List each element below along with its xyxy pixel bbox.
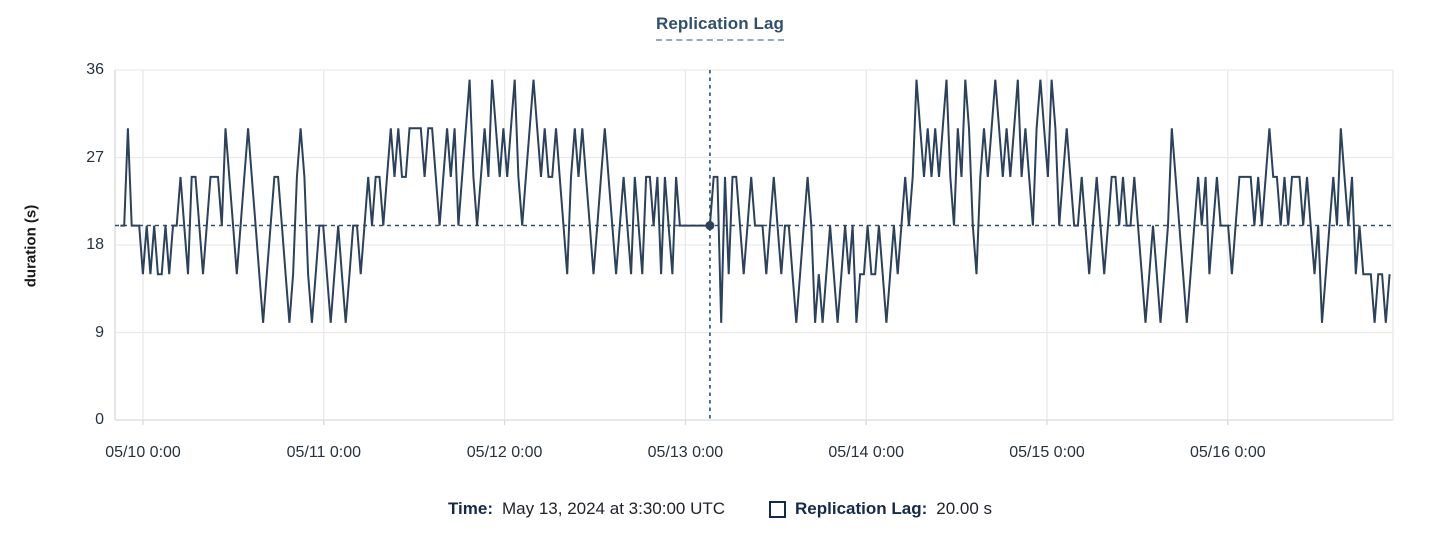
crosshair-point-marker — [705, 221, 715, 231]
y-tick-label: 18 — [86, 236, 104, 253]
y-tick-label: 9 — [95, 323, 104, 341]
y-tick-label: 27 — [86, 148, 104, 166]
time-label: Time: — [447, 499, 493, 518]
series-value: 20.00 s — [936, 499, 993, 518]
x-tick-label: 05/13 0:00 — [647, 444, 724, 461]
chart-header: Replication Lag — [0, 14, 1440, 41]
series-swatch-icon — [769, 500, 787, 518]
series-label: Replication Lag: — [795, 499, 928, 518]
x-tick-label: 05/16 0:00 — [1189, 444, 1266, 461]
y-tick-label: 36 — [86, 61, 104, 78]
x-tick-label: 05/14 0:00 — [828, 444, 904, 461]
legend-item-replication-lag[interactable]: Replication Lag: 20.00 s — [769, 499, 992, 519]
x-tick-label: 05/10 0:00 — [105, 444, 181, 461]
x-tick-label: 05/15 0:00 — [1009, 444, 1085, 461]
x-tick-label: 05/12 0:00 — [466, 444, 543, 461]
tooltip-footer: Time: May 13, 2024 at 3:30:00 UTC Replic… — [0, 499, 1440, 519]
y-tick-label: 0 — [95, 411, 104, 428]
series-line-replication-lag[interactable] — [120, 79, 1391, 323]
x-tick-label: 05/11 0:00 — [286, 444, 362, 461]
chart-title-legend[interactable]: Replication Lag — [655, 14, 785, 41]
time-value: May 13, 2024 at 3:30:00 UTC — [502, 499, 726, 518]
